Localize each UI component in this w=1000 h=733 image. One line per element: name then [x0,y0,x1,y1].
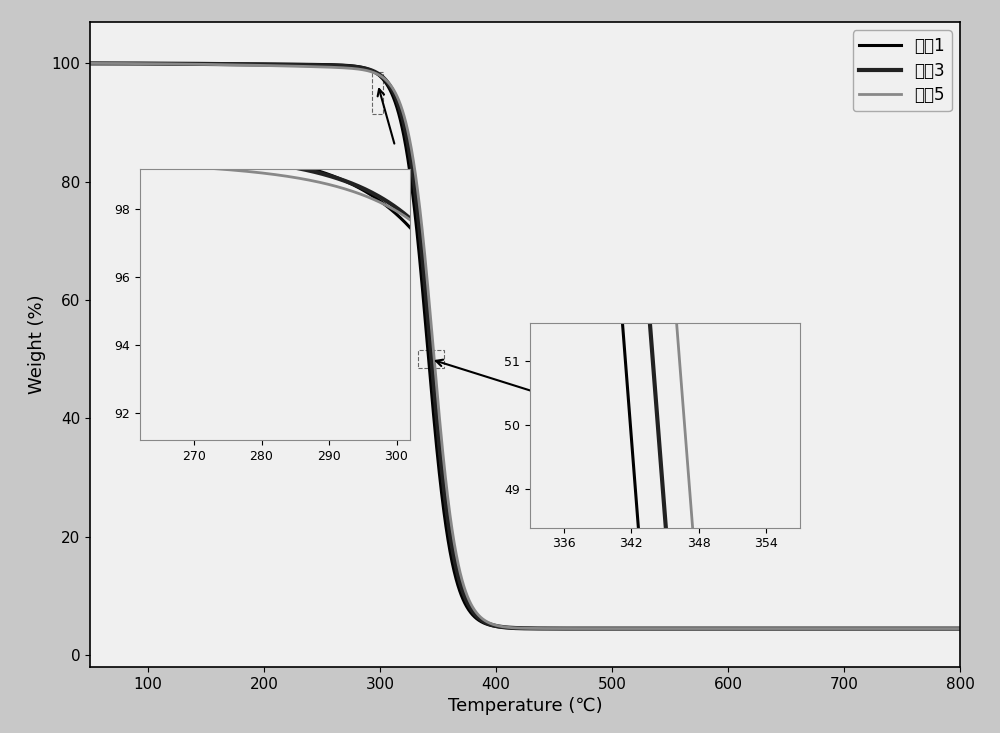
施例1 [183,59,195,68]
施例3 [954,625,966,633]
施例5 [843,625,855,633]
施例1 [870,625,882,633]
Legend: 施例1, 施例3, 施例5: 施例1, 施例3, 施例5 [853,30,952,111]
施例3 [183,59,195,68]
施例1 [235,59,247,68]
X-axis label: Temperature (℃): Temperature (℃) [448,697,602,715]
Bar [418,350,444,368]
施例5 [455,573,467,582]
施例5 [84,59,96,68]
Y-axis label: Weight (%): Weight (%) [28,295,46,394]
Line: 施例5: 施例5 [90,64,960,629]
施例1 [455,591,467,600]
Line: 施例3: 施例3 [90,64,960,629]
Bar [372,73,383,114]
施例3 [418,267,430,276]
施例5 [954,625,966,633]
施例3 [235,60,247,69]
Line: 施例1: 施例1 [90,64,960,629]
施例1 [937,625,949,633]
施例5 [235,61,247,70]
施例5 [876,625,888,633]
施例3 [455,583,467,592]
施例3 [937,625,949,633]
施例3 [84,59,96,68]
施例3 [873,625,885,633]
施例1 [418,298,430,306]
施例5 [418,239,430,248]
施例5 [183,60,195,69]
施例5 [937,625,949,633]
施例3 [843,625,855,633]
施例1 [84,59,96,68]
施例1 [843,625,855,633]
施例1 [954,625,966,633]
